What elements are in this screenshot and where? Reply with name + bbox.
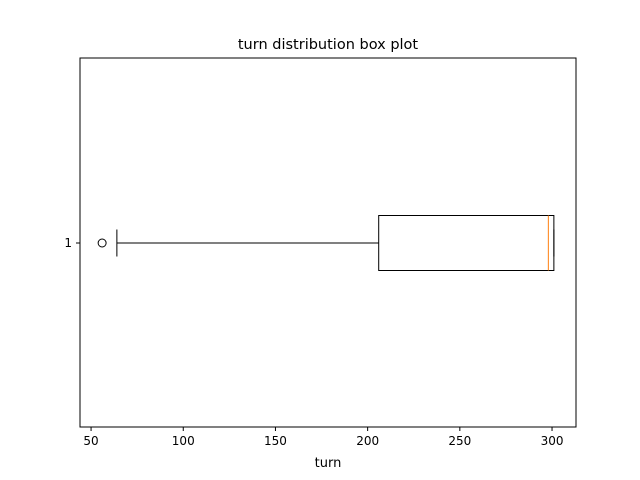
chart-title: turn distribution box plot (238, 37, 419, 53)
x-tick-label: 50 (83, 434, 98, 448)
iqr-box (378, 215, 555, 271)
x-tick-label: 200 (356, 434, 379, 448)
box-series (97, 215, 555, 271)
x-tick-label: 150 (264, 434, 287, 448)
outlier-point (97, 238, 107, 248)
y-tick-label: 1 (64, 236, 72, 250)
y-axis: 1 (64, 236, 80, 250)
x-tick-label: 250 (448, 434, 471, 448)
x-tick-label: 100 (172, 434, 195, 448)
x-axis-label: turn (315, 456, 342, 471)
x-tick-label: 300 (541, 434, 564, 448)
x-axis: 50 100 150 200 250 300 (83, 427, 563, 448)
